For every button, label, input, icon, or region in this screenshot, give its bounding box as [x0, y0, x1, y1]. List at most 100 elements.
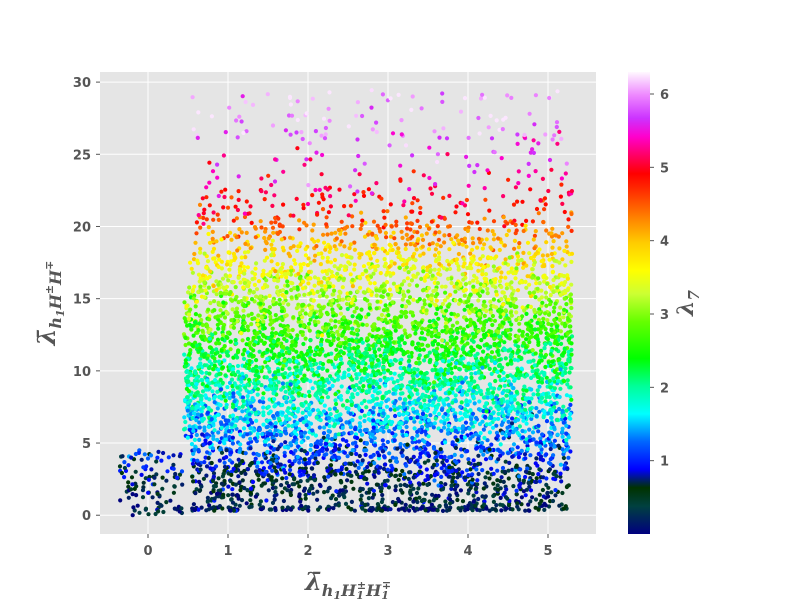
data-point	[206, 307, 211, 312]
data-point	[387, 287, 392, 292]
data-point	[206, 285, 211, 290]
data-point	[280, 381, 285, 386]
data-point	[252, 282, 257, 287]
data-point	[494, 118, 499, 123]
data-point	[240, 352, 246, 357]
data-point	[261, 334, 266, 339]
data-point	[513, 185, 519, 190]
data-point	[272, 179, 278, 184]
data-point	[283, 426, 288, 431]
data-point	[509, 421, 515, 426]
data-point	[468, 408, 473, 413]
data-point	[526, 173, 531, 178]
data-point	[542, 263, 547, 269]
data-point	[522, 402, 527, 407]
data-point	[396, 507, 401, 512]
data-point	[378, 403, 383, 408]
data-point	[288, 102, 293, 107]
data-point	[381, 466, 387, 471]
data-point	[254, 287, 260, 292]
data-point	[496, 236, 501, 241]
data-point	[192, 284, 197, 289]
data-point	[436, 271, 441, 276]
data-point	[182, 427, 187, 432]
data-point	[219, 266, 224, 271]
data-point	[300, 308, 305, 313]
data-point	[392, 315, 398, 320]
data-point	[319, 438, 324, 443]
data-point	[478, 256, 483, 261]
data-point	[507, 460, 512, 465]
data-point	[552, 425, 557, 430]
data-point	[480, 326, 485, 331]
data-point	[333, 502, 338, 507]
data-point	[420, 237, 426, 242]
data-point	[356, 365, 361, 370]
data-point	[392, 438, 397, 443]
data-point	[282, 336, 287, 341]
data-point	[182, 352, 187, 357]
data-point	[246, 328, 251, 333]
data-point	[368, 462, 373, 467]
data-point	[182, 316, 187, 321]
data-point	[280, 490, 285, 495]
data-point	[200, 328, 205, 333]
data-point	[460, 426, 465, 431]
data-point	[265, 478, 270, 483]
data-point	[191, 458, 196, 463]
data-point	[464, 244, 469, 249]
data-point	[342, 244, 347, 249]
data-point	[378, 378, 383, 383]
data-point	[337, 493, 342, 498]
data-point	[187, 285, 192, 290]
data-point	[240, 409, 245, 414]
data-point	[559, 136, 564, 141]
data-point	[342, 370, 347, 375]
data-point	[291, 396, 296, 401]
data-point	[262, 197, 267, 202]
data-point	[160, 486, 165, 491]
data-point	[564, 239, 569, 244]
data-point	[257, 399, 262, 404]
data-point	[455, 438, 460, 443]
data-point	[387, 389, 392, 394]
data-point	[230, 441, 235, 446]
data-point	[336, 374, 341, 379]
data-point	[465, 392, 470, 397]
data-point	[288, 399, 293, 404]
data-point	[436, 250, 442, 255]
data-point	[230, 413, 236, 418]
data-point	[393, 324, 398, 329]
data-point	[415, 415, 420, 420]
data-point	[500, 407, 505, 412]
data-point	[242, 250, 248, 255]
data-point	[247, 288, 253, 293]
data-point	[282, 445, 288, 450]
data-point	[521, 228, 526, 234]
data-point	[560, 372, 565, 378]
data-point	[441, 126, 446, 131]
data-point	[506, 419, 511, 424]
data-point	[236, 474, 241, 479]
data-point	[229, 237, 234, 242]
data-point	[259, 189, 264, 194]
data-point	[495, 468, 500, 473]
data-point	[197, 321, 202, 326]
data-point	[446, 427, 451, 432]
data-point	[378, 421, 383, 426]
data-point	[447, 266, 453, 271]
data-point	[538, 436, 543, 441]
data-point	[459, 447, 464, 452]
data-point	[220, 336, 225, 342]
data-point	[263, 442, 268, 447]
data-point	[460, 470, 465, 475]
data-point	[244, 342, 249, 347]
data-point	[460, 429, 466, 434]
data-point	[423, 429, 428, 434]
data-point	[194, 231, 199, 236]
data-point	[549, 167, 554, 172]
data-point	[396, 425, 402, 430]
data-point	[466, 388, 471, 393]
data-point	[374, 363, 379, 368]
data-point	[273, 506, 278, 511]
